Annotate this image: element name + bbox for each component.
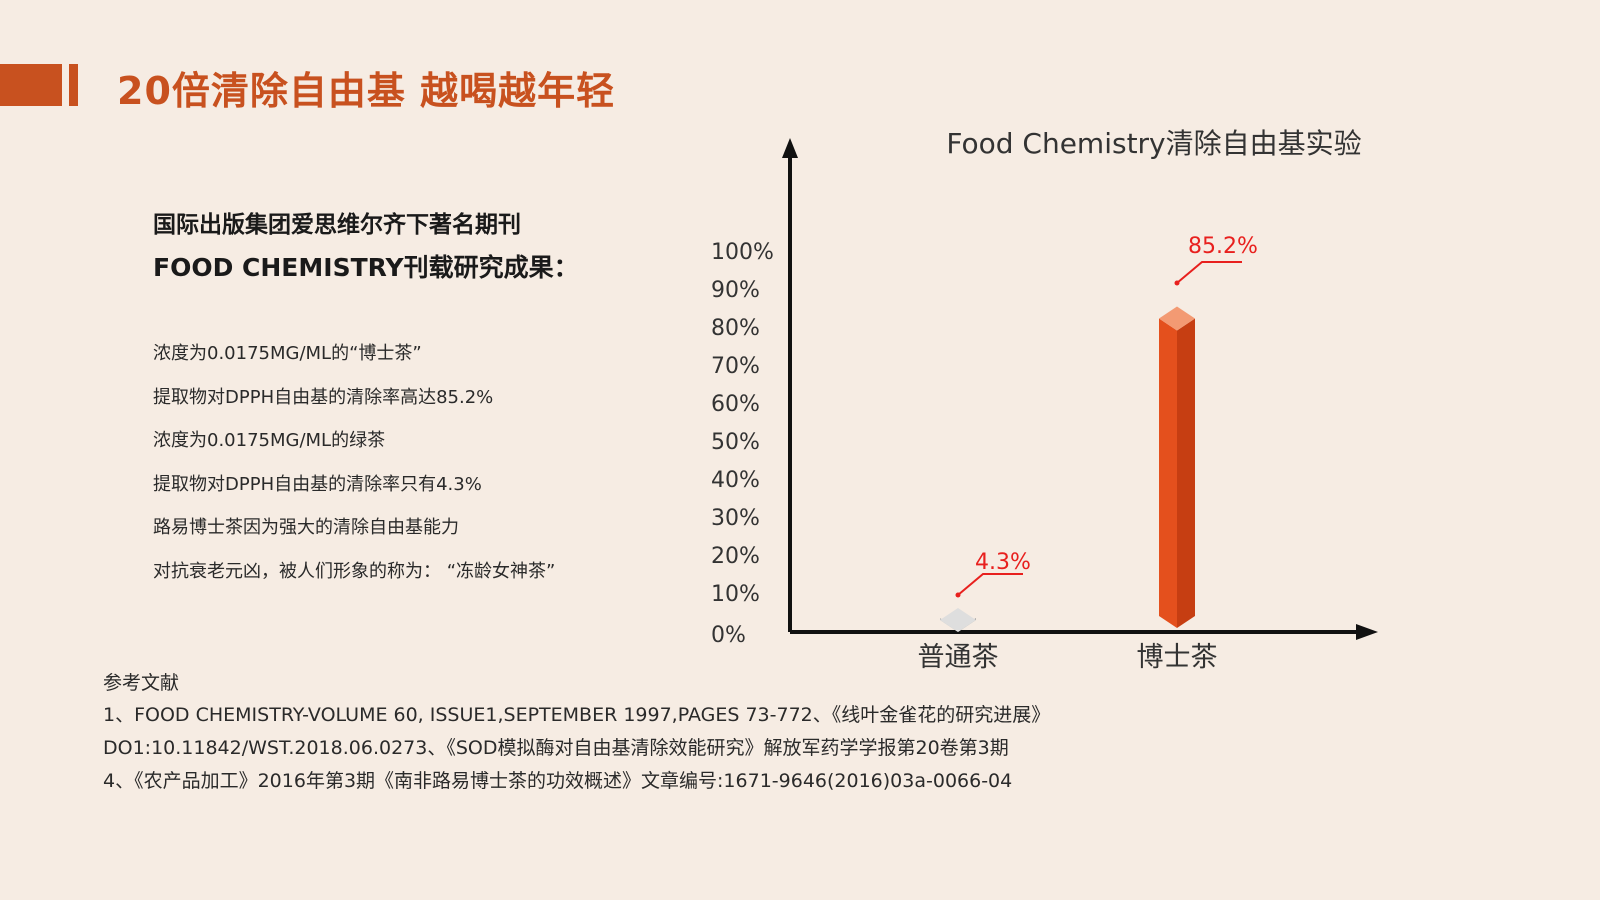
body-line: 对抗衰老元凶，被人们形象的称为： “冻龄女神茶” [153, 560, 556, 582]
annotation-leader [1176, 261, 1242, 284]
page-title: 20倍清除自由基 越喝越年轻 [117, 69, 616, 113]
chart-axes [782, 138, 1378, 640]
references: 参考文献 1、FOOD CHEMISTRY-VOLUME 60, ISSUE1,… [103, 668, 1050, 802]
x-category-label: 博士茶 [1137, 642, 1218, 673]
y-tick-label: 90% [711, 278, 760, 303]
body-text: 浓度为0.0175MG/ML的“博士茶” 提取物对DPPH自由基的清除率高达85… [153, 342, 555, 603]
bar-rooibos-tea [1159, 306, 1195, 628]
y-tick-label: 100% [711, 240, 774, 265]
y-axis-arrow [782, 138, 798, 158]
intro-line-2: FOOD CHEMISTRY刊载研究成果： [153, 253, 579, 282]
bar-regular-tea [940, 608, 976, 632]
bars [940, 306, 1195, 632]
x-category-label: 普通茶 [918, 642, 999, 673]
y-tick-label: 20% [711, 544, 760, 569]
intro-line-1: 国际出版集团爱思维尔齐下著名期刊 [153, 212, 521, 238]
y-tick-label: 10% [711, 582, 760, 607]
body-line: 提取物对DPPH自由基的清除率只有4.3% [153, 473, 482, 495]
bar-top [1159, 306, 1195, 331]
annotation-value-label: 4.3% [975, 550, 1031, 575]
value-annotations: 4.3% 85.2% [955, 234, 1258, 598]
reference-line: 1、FOOD CHEMISTRY-VOLUME 60, ISSUE1,SEPTE… [103, 704, 1051, 726]
header-accent-bar [0, 64, 62, 106]
x-axis-arrow [1356, 624, 1378, 640]
y-tick-labels: 0% 10% 20% 30% 40% 50% 60% 70% 80% 90% 100% [711, 240, 774, 648]
reference-line: DO1:10.11842/WST.2018.06.0273、《SOD模拟酶对自由… [103, 737, 1009, 759]
bar-face-left [1159, 318, 1177, 628]
y-tick-label: 80% [711, 316, 760, 341]
references-heading: 参考文献 [103, 672, 180, 694]
bar-top [940, 608, 976, 632]
bar-face-right [1177, 318, 1195, 628]
header-accent-tick [69, 64, 78, 106]
y-tick-label: 50% [711, 430, 760, 455]
body-line: 浓度为0.0175MG/ML的“博士茶” [153, 343, 422, 364]
y-tick-label: 0% [711, 623, 746, 648]
body-line: 路易博士茶因为强大的清除自由基能力 [153, 517, 459, 538]
y-tick-label: 40% [711, 468, 760, 493]
body-line: 提取物对DPPH自由基的清除率高达85.2% [153, 386, 494, 408]
annotation-value-label: 85.2% [1188, 234, 1258, 259]
chart-title: Food Chemistry清除自由基实验 [946, 127, 1361, 160]
y-tick-label: 60% [711, 392, 760, 417]
y-tick-label: 30% [711, 506, 760, 531]
category-labels: 普通茶 博士茶 [918, 642, 1218, 673]
annotation-leader [957, 573, 1023, 596]
y-tick-label: 70% [711, 354, 760, 379]
reference-line: 4、《农产品加工》2016年第3期《南非路易博士茶的功效概述》文章编号:1671… [103, 770, 1013, 792]
body-line: 浓度为0.0175MG/ML的绿茶 [153, 430, 386, 451]
